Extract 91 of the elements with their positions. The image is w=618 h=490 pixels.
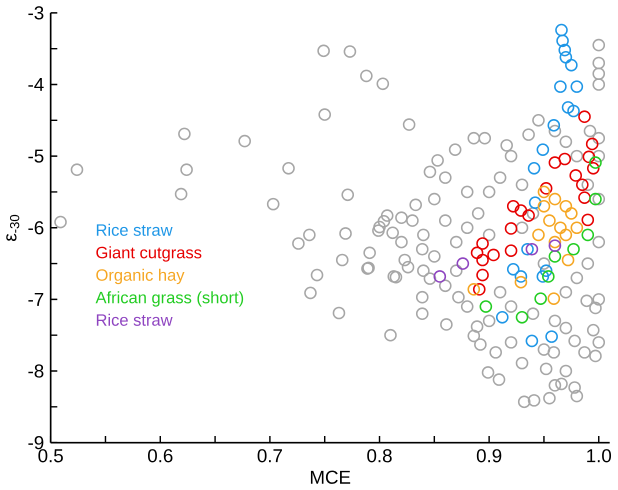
point (558, 152, 572, 166)
point (569, 169, 582, 182)
point (581, 214, 594, 226)
point (565, 207, 578, 220)
point (504, 222, 518, 235)
point (545, 330, 558, 343)
point (522, 209, 535, 222)
point (476, 268, 489, 282)
point (506, 262, 520, 276)
point (476, 237, 489, 250)
point (467, 283, 480, 296)
point (536, 143, 550, 156)
point (578, 191, 591, 204)
point (536, 270, 550, 283)
point (554, 221, 567, 234)
point (582, 150, 596, 164)
x-tick-label: 0.5 (38, 449, 63, 462)
point (562, 101, 574, 114)
y-tick-label: -3 (28, 6, 44, 20)
point (538, 186, 550, 198)
text: Rice straw (96, 314, 173, 326)
point (570, 221, 584, 234)
y-tick-label: -8 (28, 364, 44, 378)
point (538, 200, 550, 213)
point (558, 44, 572, 56)
y-tick-label: -4 (28, 78, 44, 91)
point (576, 178, 589, 192)
point (528, 162, 540, 175)
point (548, 156, 562, 169)
point (487, 248, 500, 262)
point (514, 270, 528, 283)
point (586, 162, 600, 175)
point (548, 292, 560, 305)
x-tick-label: 0.9 (476, 449, 502, 462)
x-axis-title: MCE (310, 470, 350, 484)
text: Organic hay (96, 268, 184, 284)
point (567, 242, 580, 256)
point (472, 283, 486, 296)
point (514, 276, 528, 288)
point (526, 334, 538, 348)
text: African grass (short) (96, 291, 244, 307)
point (556, 34, 569, 48)
point (504, 244, 518, 257)
point (521, 242, 534, 256)
point (548, 118, 560, 132)
point (589, 192, 602, 206)
point (542, 270, 555, 283)
x-tick-label: 0.7 (258, 449, 282, 462)
point (578, 110, 591, 123)
point (567, 104, 580, 118)
point (589, 156, 602, 169)
point (496, 310, 509, 324)
point (470, 246, 484, 260)
x-tick-label: 1.0 (587, 449, 612, 462)
point (548, 236, 562, 248)
point (480, 300, 492, 313)
point (570, 80, 584, 93)
y-tick-label: -5 (28, 150, 44, 163)
point (540, 264, 552, 277)
point (560, 200, 572, 213)
text: Rice straw (96, 224, 173, 236)
point (516, 310, 528, 324)
point (565, 58, 578, 72)
point (532, 228, 545, 242)
point (548, 250, 562, 263)
point (526, 242, 538, 256)
point (560, 50, 572, 64)
point (514, 204, 528, 217)
y-tick-label: -6 (28, 221, 44, 234)
y-tick-label: -9 (28, 436, 44, 450)
point (586, 138, 598, 150)
point (554, 80, 567, 93)
point (555, 24, 568, 36)
point (528, 196, 542, 209)
point (534, 292, 547, 305)
point (581, 228, 594, 242)
point (543, 214, 556, 227)
point (548, 239, 562, 252)
y-axis-title: ε$_{-30}$ (6, 214, 20, 241)
x-tick-label: 0.6 (148, 449, 172, 462)
y-tick-label: -7 (28, 292, 44, 306)
point (476, 254, 489, 266)
point (548, 192, 562, 206)
point (506, 200, 520, 213)
text: Giant cutgrass (96, 246, 202, 262)
point (456, 257, 470, 270)
x-tick-label: 0.8 (367, 449, 392, 462)
point (562, 254, 574, 266)
point (540, 182, 552, 195)
point (434, 270, 446, 283)
point (560, 228, 572, 242)
